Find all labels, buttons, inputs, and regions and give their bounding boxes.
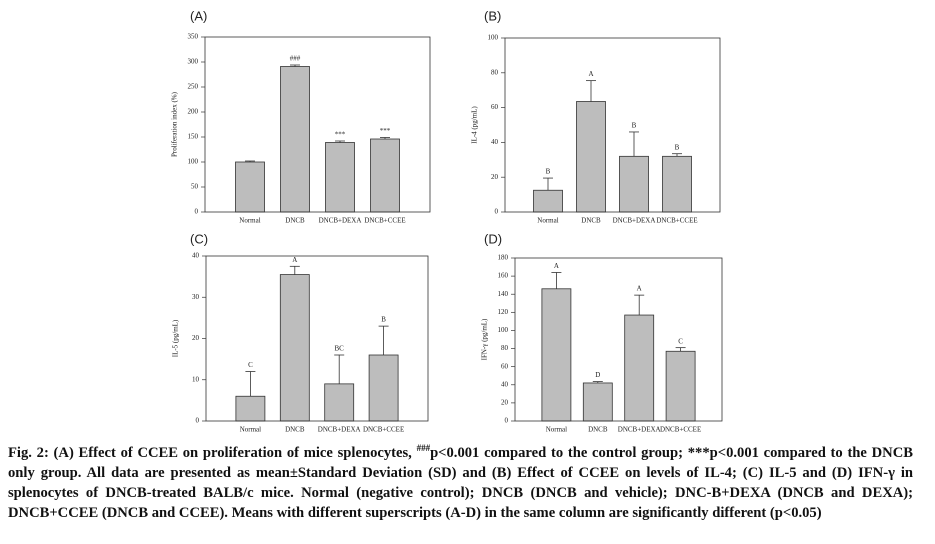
y-tick-label: 100 xyxy=(488,34,499,42)
x-tick-label: DNCB+DEXA xyxy=(618,426,661,434)
y-tick-label: 60 xyxy=(501,362,509,370)
bar xyxy=(662,155,692,213)
y-tick-label: 100 xyxy=(188,158,199,166)
y-axis-label: IL-5 (pg/mL) xyxy=(172,319,180,357)
y-tick-label: 180 xyxy=(498,254,509,262)
y-tick-label: 350 xyxy=(188,33,199,41)
y-tick-label: 0 xyxy=(505,417,509,425)
significance-label: ### xyxy=(290,55,301,63)
significance-label: C xyxy=(678,337,683,345)
bar xyxy=(279,274,310,422)
x-tick-label: DNCB+CCEE xyxy=(656,217,697,225)
x-tick-label: Normal xyxy=(240,426,261,434)
significance-label: B xyxy=(675,143,680,151)
y-tick-label: 40 xyxy=(491,138,499,146)
significance-label: BC xyxy=(335,345,345,353)
y-tick-label: 250 xyxy=(188,83,199,91)
y-tick-label: 10 xyxy=(192,375,200,383)
y-tick-label: 80 xyxy=(501,344,509,352)
y-tick-label: 40 xyxy=(192,252,200,260)
panel-label: (C) xyxy=(190,231,208,246)
y-axis-label: Proliferation index (%) xyxy=(171,91,179,157)
y-tick-label: 160 xyxy=(498,272,509,280)
significance-label: A xyxy=(637,285,642,293)
y-tick-label: 20 xyxy=(192,334,200,342)
y-tick-label: 140 xyxy=(498,290,509,298)
y-tick-label: 150 xyxy=(188,133,199,141)
y-tick-label: 0 xyxy=(495,208,499,216)
x-tick-label: DNCB xyxy=(285,426,305,434)
plot-frame xyxy=(204,36,431,213)
caption-text: p<0.001 compared to the control group; *… xyxy=(8,445,913,521)
bar xyxy=(280,66,310,213)
x-tick-label: DNCB+DEXA xyxy=(318,426,361,434)
y-tick-label: 120 xyxy=(498,308,509,316)
x-tick-label: DNCB+CCEE xyxy=(660,426,701,434)
y-tick-label: 200 xyxy=(188,108,199,116)
x-tick-label: Normal xyxy=(239,217,260,225)
x-tick-label: Normal xyxy=(537,217,558,225)
significance-label: B xyxy=(546,168,551,176)
bar xyxy=(368,354,399,422)
x-tick-label: DNCB xyxy=(581,217,601,225)
y-axis-label: IL-4 (pg/mL) xyxy=(471,106,479,144)
y-tick-label: 30 xyxy=(192,293,200,301)
panel-label: (D) xyxy=(484,231,502,246)
x-tick-label: DNCB+DEXA xyxy=(613,217,656,225)
y-tick-label: 80 xyxy=(491,68,499,76)
charts: (A)Proliferation index (%)05010015020025… xyxy=(171,8,723,434)
bar xyxy=(619,155,649,213)
x-tick-label: Normal xyxy=(546,426,567,434)
significance-label: *** xyxy=(335,131,346,139)
bar xyxy=(235,395,266,422)
bar xyxy=(582,382,613,422)
significance-label: A xyxy=(554,262,559,270)
significance-label: B xyxy=(381,316,386,324)
y-tick-label: 40 xyxy=(501,380,509,388)
panel-label: (A) xyxy=(190,8,207,23)
significance-label: B xyxy=(632,122,637,130)
caption-superscript: ### xyxy=(416,443,431,454)
y-tick-label: 0 xyxy=(196,417,200,425)
bar xyxy=(235,161,265,213)
significance-label: *** xyxy=(380,127,391,135)
y-tick-label: 20 xyxy=(501,398,509,406)
y-tick-label: 60 xyxy=(491,103,499,111)
y-tick-label: 100 xyxy=(498,326,509,334)
caption-text: Fig. 2: (A) Effect of CCEE on proliferat… xyxy=(8,445,417,461)
bar xyxy=(541,288,572,422)
plot-frame xyxy=(514,257,723,422)
x-tick-label: DNCB+DEXA xyxy=(319,217,362,225)
significance-label: A xyxy=(588,70,593,78)
caption: Fig. 2: (A) Effect of CCEE on proliferat… xyxy=(8,443,913,523)
y-tick-label: 300 xyxy=(188,58,199,66)
y-tick-label: 50 xyxy=(191,183,199,191)
bar xyxy=(533,189,563,213)
significance-label: A xyxy=(292,256,297,264)
bar xyxy=(624,314,655,422)
x-tick-label: DNCB xyxy=(285,217,305,225)
bar xyxy=(370,138,400,213)
significance-label: D xyxy=(595,371,600,379)
y-tick-label: 20 xyxy=(491,173,499,181)
plot-frame xyxy=(205,255,429,422)
bar xyxy=(576,101,606,213)
bar xyxy=(665,350,696,422)
panel-label: (B) xyxy=(484,8,501,23)
x-tick-label: DNCB+CCEE xyxy=(364,217,405,225)
x-tick-label: DNCB xyxy=(588,426,608,434)
significance-label: C xyxy=(248,361,253,369)
y-axis-label: IFN-γ (pg/mL) xyxy=(481,318,489,360)
plot-frame xyxy=(504,37,721,213)
x-tick-label: DNCB+CCEE xyxy=(363,426,404,434)
bar xyxy=(324,383,355,422)
y-tick-label: 0 xyxy=(195,208,199,216)
bar xyxy=(325,142,355,213)
